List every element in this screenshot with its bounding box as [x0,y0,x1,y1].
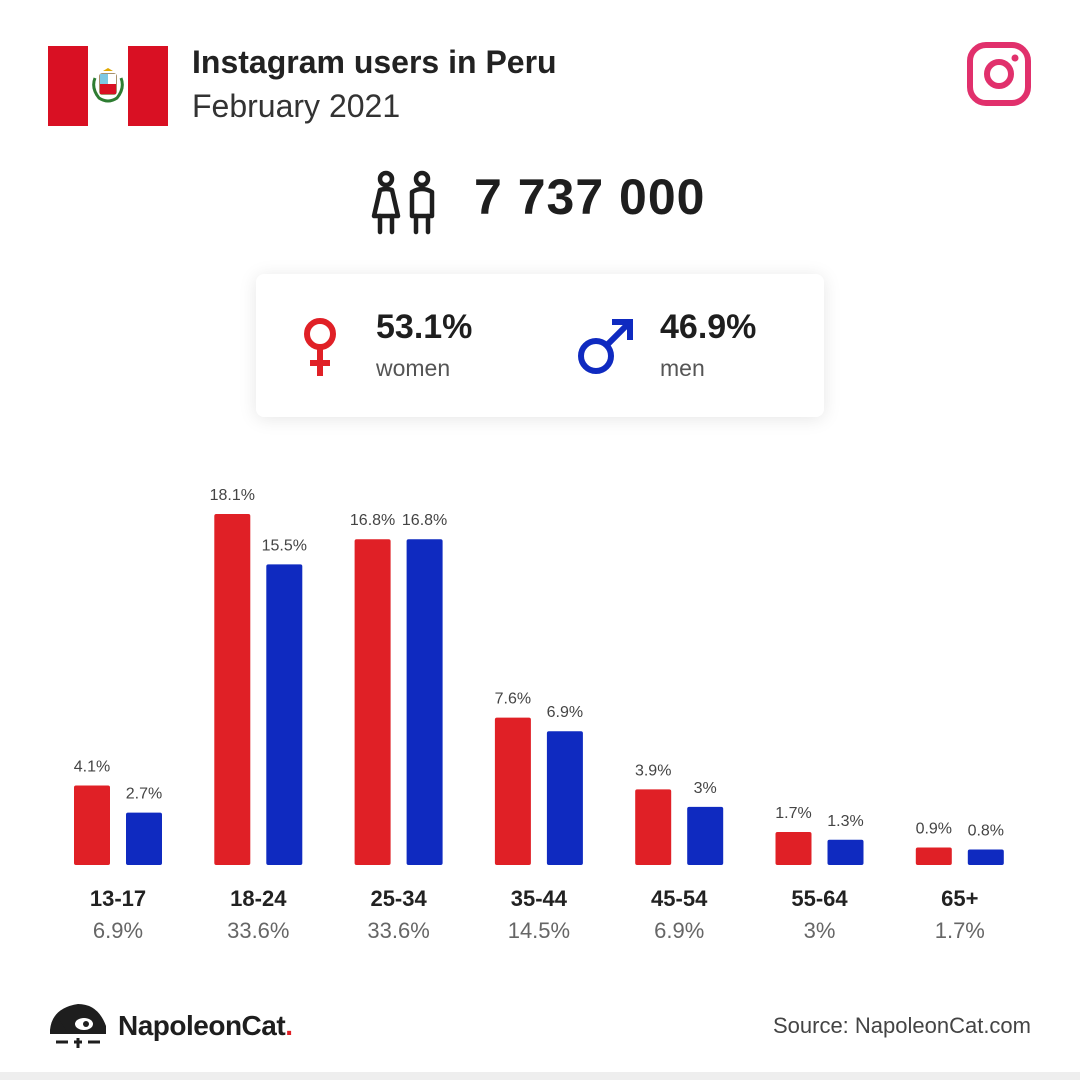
brand-text: NapoleonCat [118,1010,286,1041]
bar-label-men-25-34: 16.8% [402,512,447,529]
bar-men-18-24 [266,564,303,865]
age-group-total: 1.7% [935,918,985,943]
bar-women-35-44 [494,717,531,865]
bar-men-13-17 [126,812,162,865]
bar-label-men-35-44: 6.9% [547,704,583,721]
bar-women-25-34 [354,539,391,865]
bar-label-men-18-24: 15.5% [262,537,307,554]
bar-label-women-45-54: 3.9% [635,762,671,779]
age-group-label: 25-34 [370,886,427,911]
bar-label-women-35-44: 7.6% [495,691,531,708]
bar-label-women-18-24: 18.1% [210,487,255,504]
age-group-total: 6.9% [654,918,704,943]
male-symbol-icon [578,319,633,374]
coat-of-arms-icon [92,68,124,103]
bar-label-men-13-17: 2.7% [126,786,162,803]
men-percentage: 46.9% [660,308,757,346]
age-gender-bar-chart: 4.1% 2.7% 13-17 6.9% 18.1% 15.5% 18-24 33.6% 16.… [74,487,1004,943]
people-icon [371,170,435,235]
bar-men-65+ [967,849,1004,865]
age-group-label: 55-64 [791,886,848,911]
bar-label-men-65+: 0.8% [968,822,1004,839]
peru-flag-icon [48,46,168,126]
age-group-label: 35-44 [511,886,568,911]
bar-women-13-17 [74,785,110,865]
bar-label-women-65+: 0.9% [916,821,952,838]
women-percentage: 53.1% [376,308,473,346]
age-group-label: 13-17 [90,886,146,911]
female-symbol-icon [304,318,336,376]
source-credit: Source: NapoleonCat.com [772,1013,1031,1038]
bar-label-women-25-34: 16.8% [350,512,395,529]
instagram-icon [967,42,1031,106]
bar-label-men-45-54: 3% [694,780,717,797]
age-group-label: 45-54 [651,886,708,911]
age-group-label: 65+ [941,886,978,911]
total-users-value: 7 737 000 [474,169,706,225]
bar-women-55-64 [775,832,812,865]
bar-label-men-55-64: 1.3% [827,813,863,830]
bar-men-35-44 [546,731,583,865]
age-group-total: 6.9% [93,918,143,943]
bar-women-65+ [915,847,952,865]
bar-men-55-64 [827,839,864,865]
age-group-total: 33.6% [227,918,289,943]
page-subtitle: February 2021 [192,88,401,124]
age-group-total: 33.6% [367,918,429,943]
bar-label-women-13-17: 4.1% [74,758,110,775]
bar-women-45-54 [635,789,672,865]
bottom-divider [0,1072,1080,1080]
bar-label-women-55-64: 1.7% [775,805,811,822]
brand-dot: . [285,1010,293,1041]
men-label: men [660,355,705,381]
bar-men-45-54 [687,806,724,865]
bar-women-18-24 [214,514,251,865]
napoleoncat-logo-icon [50,1004,106,1048]
age-group-total: 14.5% [508,918,570,943]
page-title: Instagram users in Peru [192,44,557,80]
age-group-label: 18-24 [230,886,287,911]
women-label: women [376,355,451,381]
bar-men-25-34 [406,539,443,865]
gender-card: 53.1% women 46.9% men [256,274,824,417]
brand-name: NapoleonCat. [118,1010,293,1042]
age-group-total: 3% [804,918,836,943]
